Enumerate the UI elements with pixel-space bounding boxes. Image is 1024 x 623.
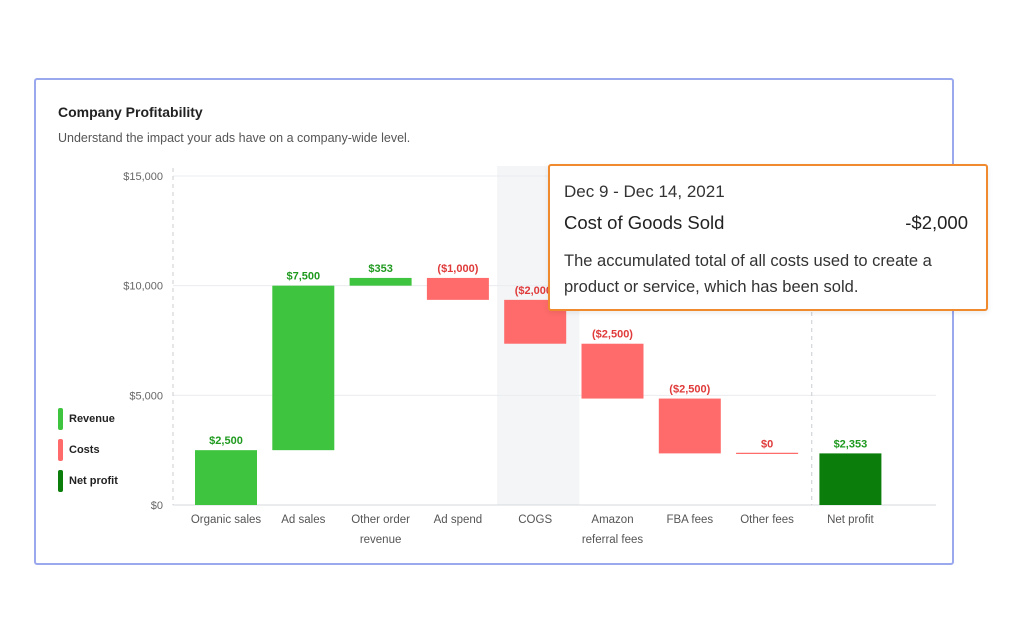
bar-fba-fees xyxy=(658,398,721,454)
data-label: $2,353 xyxy=(834,438,868,450)
legend-item-costs[interactable]: Costs xyxy=(58,439,118,461)
data-label: $353 xyxy=(368,263,392,275)
x-tick-label: revenue xyxy=(360,534,402,546)
bar-other-order-revenue xyxy=(349,277,412,286)
x-tick-label: referral fees xyxy=(582,534,644,546)
legend-swatch-net-profit xyxy=(58,470,63,492)
tooltip-date: Dec 9 - Dec 14, 2021 xyxy=(564,182,725,201)
legend-label-costs: Costs xyxy=(69,444,100,456)
legend-swatch-revenue xyxy=(58,408,63,430)
x-tick-label: Other fees xyxy=(740,514,794,526)
cogs-tooltip: Dec 9 - Dec 14, 2021 Cost of Goods Sold … xyxy=(548,164,988,311)
x-tick-label: FBA fees xyxy=(666,514,713,526)
legend-item-net-profit[interactable]: Net profit xyxy=(58,470,118,492)
data-label: ($2,000) xyxy=(515,285,556,297)
data-label: $7,500 xyxy=(286,271,320,283)
tooltip-title: Cost of Goods Sold xyxy=(564,212,725,233)
bar-organic-sales xyxy=(195,450,257,505)
chart-subtitle: Understand the impact your ads have on a… xyxy=(58,131,411,145)
bar-net-profit xyxy=(819,453,882,505)
data-label: ($2,500) xyxy=(592,329,633,341)
bar-amazon-referral-fees xyxy=(581,343,644,399)
legend-label-revenue: Revenue xyxy=(69,413,115,425)
chart-title: Company Profitability xyxy=(58,104,203,120)
chart-legend: Revenue Costs Net profit xyxy=(58,408,118,501)
data-label: $2,500 xyxy=(209,435,243,447)
data-label: $0 xyxy=(761,438,773,450)
data-label: ($2,500) xyxy=(669,384,710,396)
bar-ad-sales xyxy=(272,285,335,451)
x-tick-label: Other order xyxy=(351,514,410,526)
legend-label-net-profit: Net profit xyxy=(69,475,118,487)
tooltip-value: -$2,000 xyxy=(905,212,968,233)
legend-swatch-costs xyxy=(58,439,63,461)
tooltip-description: The accumulated total of all costs used … xyxy=(564,252,932,296)
x-tick-label: Ad sales xyxy=(281,514,325,526)
y-tick-label: $10,000 xyxy=(123,281,163,293)
x-tick-label: Net profit xyxy=(827,514,874,526)
waterfall-chart: $0 $5,000 $10,000 $15,000 $2,500 Organic sale… xyxy=(123,166,936,546)
bar-ad-spend xyxy=(426,277,489,300)
x-tick-label: Organic sales xyxy=(191,514,262,526)
chart-card: Company Profitability Understand the imp… xyxy=(34,78,954,565)
legend-item-revenue[interactable]: Revenue xyxy=(58,408,118,430)
x-tick-label: Ad spend xyxy=(434,514,483,526)
data-label: ($1,000) xyxy=(437,263,478,275)
x-tick-label: COGS xyxy=(518,514,552,526)
y-tick-label: $0 xyxy=(151,500,163,512)
y-tick-label: $5,000 xyxy=(129,390,163,402)
y-tick-label: $15,000 xyxy=(123,171,163,183)
x-tick-label: Amazon xyxy=(591,514,633,526)
